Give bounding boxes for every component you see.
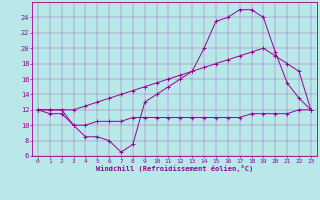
X-axis label: Windchill (Refroidissement éolien,°C): Windchill (Refroidissement éolien,°C)	[96, 165, 253, 172]
